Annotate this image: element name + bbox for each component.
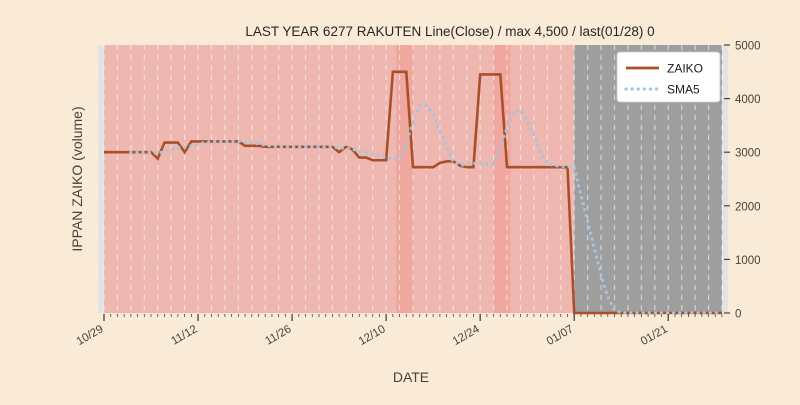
x-axis-label: DATE — [393, 369, 429, 385]
y-tick-label: 1000 — [735, 255, 761, 267]
highlight-band-1 — [396, 45, 413, 313]
y-tick-label: 4000 — [735, 94, 761, 106]
highlight-band-2 — [493, 45, 511, 313]
y-tick-label: 2000 — [735, 201, 761, 213]
y-tick-label: 3000 — [735, 148, 761, 160]
chart-legend: ZAIKO SMA5 — [616, 51, 721, 103]
y-tick-label: 0 — [735, 309, 741, 321]
series-lines — [104, 70, 724, 315]
chart-title: LAST YEAR 6277 RAKUTEN Line(Close) / max… — [245, 24, 654, 39]
legend-label-sma5: SMA5 — [667, 83, 700, 97]
legend-box — [616, 51, 721, 103]
y-axis: 0 1000 2000 3000 4000 5000 — [724, 41, 761, 321]
grid-lines — [103, 45, 723, 313]
y-axis-label: IPPAN ZAIKO (volume) — [69, 106, 85, 251]
legend-label-zaiko: ZAIKO — [667, 62, 703, 76]
series-line-sma5 — [129, 103, 724, 315]
y-tick-label: 5000 — [735, 41, 761, 53]
